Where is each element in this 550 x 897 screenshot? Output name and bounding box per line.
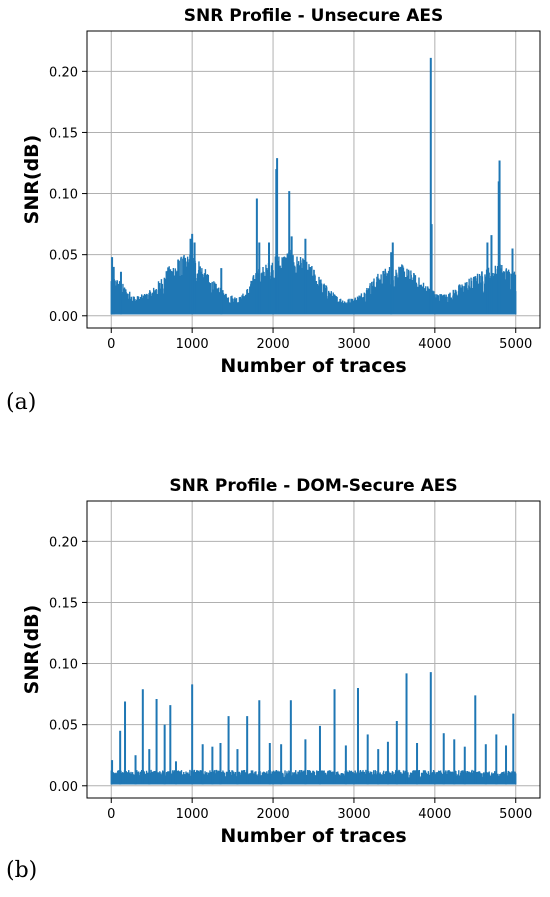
chart-panel-a: 0 1000 2000 3000 4000 5000 0.00 0.05 0.10 0.15 0.2… bbox=[0, 0, 550, 430]
x-tick-label: 2000 bbox=[257, 337, 290, 352]
y-tick-label: 0.20 bbox=[49, 65, 78, 80]
plot-frame bbox=[86, 500, 541, 799]
y-tick-label: 0.00 bbox=[49, 310, 78, 325]
chart-title: SNR Profile - DOM-Secure AES bbox=[169, 476, 457, 496]
x-tick-label: 5000 bbox=[499, 807, 532, 822]
panel-label-b: (b) bbox=[6, 858, 38, 883]
x-tick-label: 4000 bbox=[418, 807, 451, 822]
x-axis-label: Number of traces bbox=[220, 355, 406, 377]
y-tick-label: 0.15 bbox=[49, 126, 78, 141]
x-tick-label: 5000 bbox=[499, 337, 532, 352]
chart-title: SNR Profile - Unsecure AES bbox=[184, 6, 443, 26]
x-tick-label: 3000 bbox=[337, 337, 370, 352]
x-tick-label: 0 bbox=[107, 337, 115, 352]
panel-label-a: (a) bbox=[6, 390, 37, 415]
y-tick-label: 0.00 bbox=[49, 780, 78, 795]
x-axis-label: Number of traces bbox=[220, 825, 406, 847]
snr-chart-unsecure: 0 1000 2000 3000 4000 5000 0.00 0.05 0.10 0.15 0.2… bbox=[21, 6, 541, 377]
x-tick-label: 3000 bbox=[337, 807, 370, 822]
y-tick-label: 0.10 bbox=[49, 658, 78, 673]
y-tick-label: 0.10 bbox=[49, 188, 78, 203]
snr-trace bbox=[110, 249, 517, 315]
x-tick-label: 4000 bbox=[418, 337, 451, 352]
y-axis-label: SNR(dB) bbox=[21, 605, 43, 695]
chart-panel-b: 0 1000 2000 3000 4000 5000 0.00 0.05 0.10 0.15 0.2… bbox=[0, 470, 550, 897]
y-tick-label: 0.05 bbox=[49, 719, 78, 734]
x-tick-label: 1000 bbox=[176, 807, 209, 822]
x-tick-label: 0 bbox=[107, 807, 115, 822]
snr-chart-dom-secure: 0 1000 2000 3000 4000 5000 0.00 0.05 0.10 0.15 0.2… bbox=[21, 476, 541, 847]
y-tick-label: 0.05 bbox=[49, 249, 78, 264]
y-tick-label: 0.15 bbox=[49, 596, 78, 611]
plot-frame bbox=[86, 30, 541, 329]
y-axis-label: SNR(dB) bbox=[21, 135, 43, 225]
x-tick-label: 1000 bbox=[176, 337, 209, 352]
y-tick-label: 0.20 bbox=[49, 535, 78, 550]
x-tick-label: 2000 bbox=[257, 807, 290, 822]
